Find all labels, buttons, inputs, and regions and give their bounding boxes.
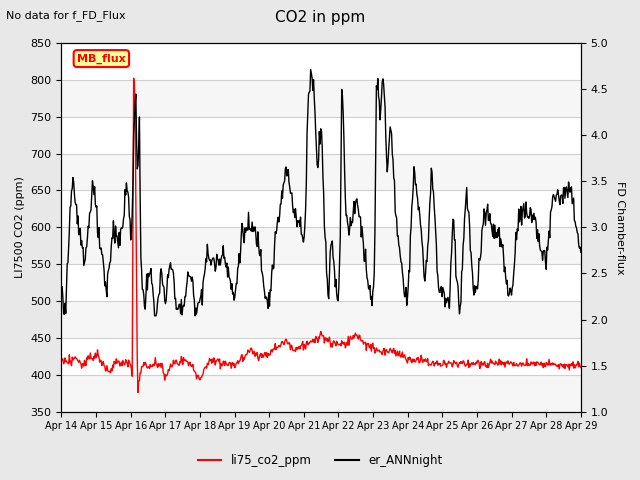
Text: No data for f_FD_Flux: No data for f_FD_Flux [6, 10, 126, 21]
Text: MB_flux: MB_flux [77, 53, 125, 64]
Legend: li75_co2_ppm, er_ANNnight: li75_co2_ppm, er_ANNnight [193, 449, 447, 472]
Bar [61, 80, 581, 117]
Bar [61, 154, 581, 191]
Bar [61, 375, 581, 412]
Y-axis label: LI7500 CO2 (ppm): LI7500 CO2 (ppm) [15, 177, 25, 278]
Bar [61, 301, 581, 338]
Bar [61, 228, 581, 264]
Text: CO2 in ppm: CO2 in ppm [275, 10, 365, 24]
Y-axis label: FD Chamber-flux: FD Chamber-flux [615, 180, 625, 274]
